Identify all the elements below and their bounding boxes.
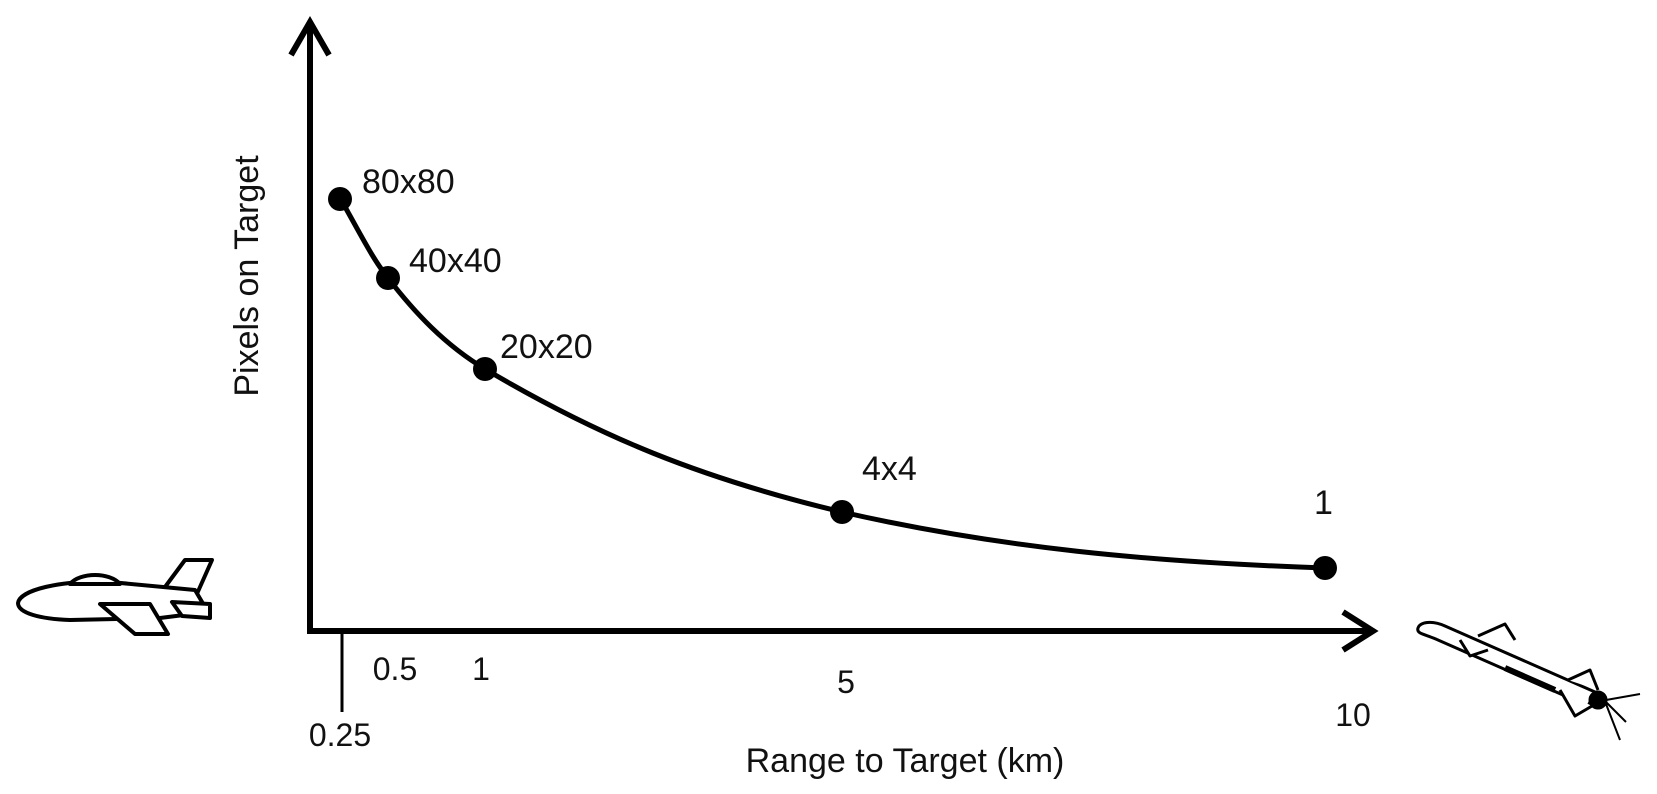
x-tick-label: 1 [472,651,490,687]
y-axis [288,15,332,634]
data-point: 80x80 [328,163,455,211]
marker-80x80 [328,187,352,211]
x-tick-label: 10 [1335,697,1371,733]
data-point: 4x4 [830,450,917,524]
y-axis-title: Pixels on Target [228,155,266,397]
airplane-icon [16,558,214,636]
point-label: 4x4 [862,450,917,488]
x-axis [307,609,1379,712]
marker-40x40 [376,266,400,290]
x-tick-label: 5 [837,664,855,700]
marker-20x20 [473,357,497,381]
x-tick-label: 0.25 [309,717,371,753]
data-point: 1 [1313,484,1337,580]
x-tick-label: 0.5 [373,651,417,687]
point-label: 40x40 [409,242,502,280]
point-label: 1 [1314,484,1333,522]
marker-1 [1313,556,1337,580]
missile-icon [1416,620,1641,741]
x-axis-title: Range to Target (km) [746,742,1065,780]
data-point: 40x40 [376,242,502,290]
marker-4x4 [830,500,854,524]
data-point: 20x20 [473,328,593,381]
point-label: 20x20 [500,328,593,366]
point-label: 80x80 [362,163,455,201]
